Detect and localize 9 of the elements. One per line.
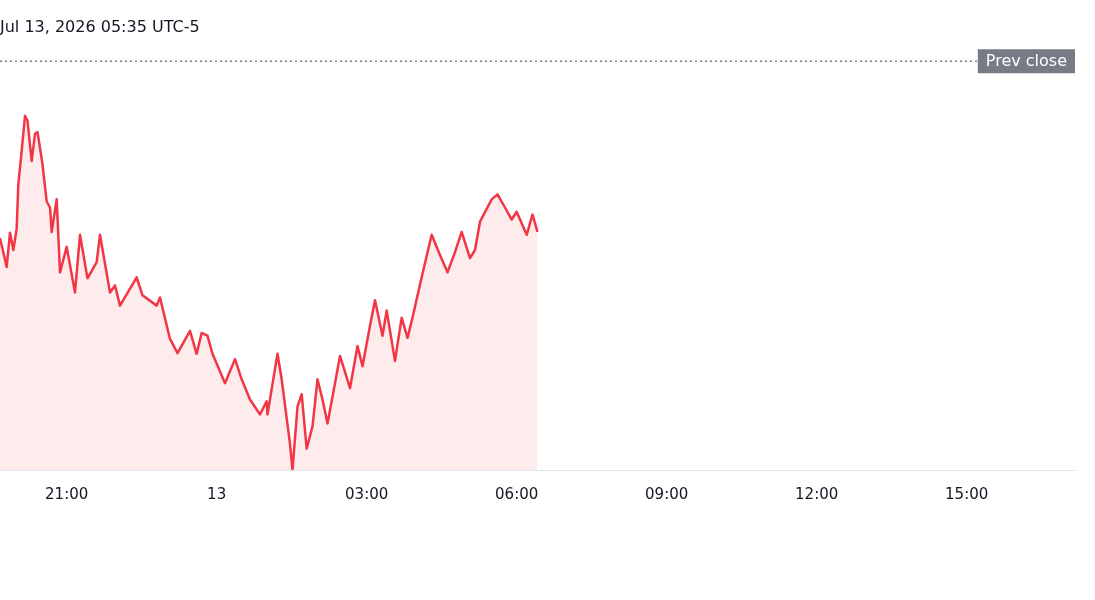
x-tick-label: 12:00 — [795, 484, 839, 503]
ref-line-label: Prev close — [985, 51, 1067, 71]
chart-title: Jul 13, 2026 05:35 UTC-5 — [0, 16, 200, 36]
x-tick-label: 21:00 — [45, 484, 89, 503]
x-tick-label: 06:00 — [495, 484, 539, 503]
x-tick-label: 15:00 — [945, 484, 989, 503]
x-tick-label: 13 — [207, 484, 227, 503]
x-tick-label: 03:00 — [345, 484, 389, 503]
x-tick-label: 09:00 — [645, 484, 689, 503]
